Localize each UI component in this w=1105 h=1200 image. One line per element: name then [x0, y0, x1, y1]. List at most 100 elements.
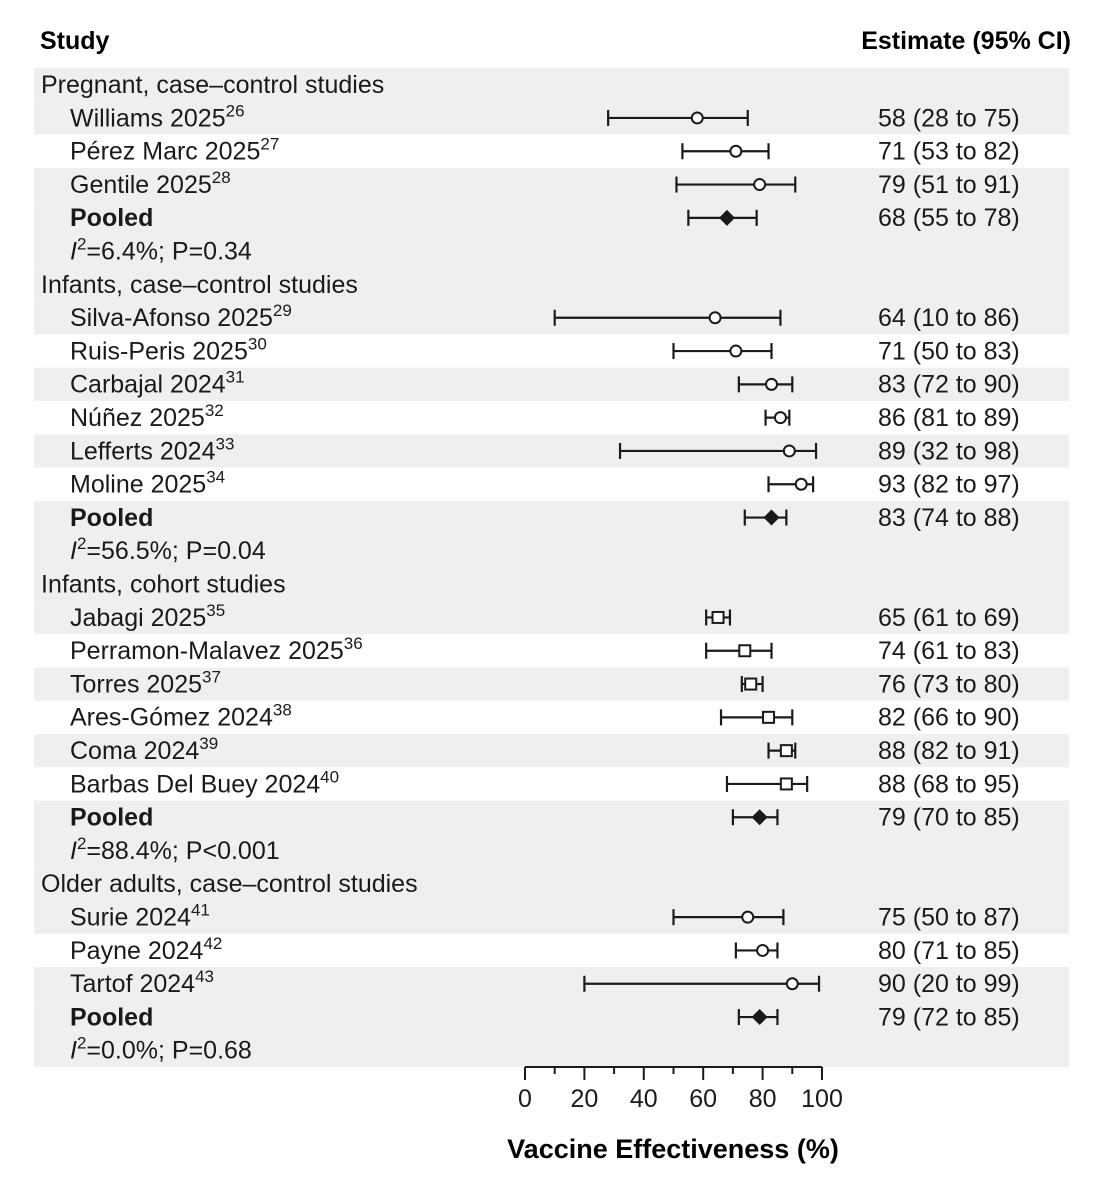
point-estimate-circle: [690, 111, 704, 125]
study-reference: 26: [226, 101, 245, 120]
study-author: Torres 2025: [70, 670, 202, 698]
estimate-text: 71 (50 to 83): [878, 337, 1020, 365]
row-band: [34, 68, 1069, 102]
point-estimate-circle: [773, 411, 787, 425]
ci-line: [725, 775, 809, 792]
point-estimate-circle: [708, 311, 722, 325]
estimate-text: 88 (68 to 95): [878, 770, 1020, 798]
row-band: [34, 301, 1069, 335]
study-label: Tartof 202443: [70, 967, 214, 998]
estimate-text: 58 (28 to 75): [878, 104, 1020, 132]
row-bands: [34, 68, 1069, 1067]
estimate-text: 79 (51 to 91): [878, 171, 1020, 199]
study-label: Ruis-Peris 202530: [70, 334, 267, 365]
study-label: Surie 202441: [70, 901, 210, 932]
estimate-text: 76 (73 to 80): [878, 670, 1020, 698]
row-band: [34, 201, 1069, 268]
pooled-diamond: [751, 809, 768, 826]
estimate-column-header: Estimate (95% CI): [861, 27, 1071, 55]
group-title: Pregnant, case–control studies: [41, 71, 384, 99]
point-estimate-square: [744, 677, 758, 691]
study-reference: 36: [344, 634, 363, 653]
estimate-text: 93 (82 to 97): [878, 471, 1020, 499]
ci-line: [719, 709, 794, 726]
x-axis: 0 20 40 60 80 100: [518, 1066, 843, 1113]
ci-line: [675, 176, 797, 193]
study-author: Tartof 2024: [70, 970, 195, 998]
group-title: Infants, case–control studies: [41, 271, 358, 299]
study-author: Silva-Afonso 2025: [70, 304, 273, 332]
row-band: [34, 800, 1069, 868]
estimate-text: 90 (20 to 99): [878, 970, 1020, 998]
study-label: Perramon-Malavez 202536: [70, 634, 363, 665]
study-label: Torres 202537: [70, 667, 221, 698]
point-estimate-circle: [765, 377, 779, 391]
point-estimate-circle: [794, 477, 808, 491]
ci-line: [681, 143, 770, 160]
point-estimate-square: [779, 744, 793, 758]
point-estimate-square: [738, 644, 752, 658]
study-reference: 37: [202, 667, 221, 686]
point-estimate-circle: [729, 344, 743, 358]
estimate-text: 80 (71 to 85): [878, 937, 1020, 965]
study-label: Silva-Afonso 202529: [70, 301, 292, 332]
x-tick-label: 80: [749, 1085, 777, 1113]
pooled-estimate-text: 83 (74 to 88): [878, 504, 1020, 532]
study-author: Payne 2024: [70, 937, 204, 965]
row-band: [34, 967, 1069, 1001]
pooled-label: Pooled: [70, 204, 153, 232]
study-author: Lefferts 2024: [70, 437, 216, 465]
point-estimate-circle: [756, 943, 770, 957]
row-band: [34, 101, 1069, 135]
pooled-diamond: [751, 1009, 768, 1026]
estimate-text: 71 (53 to 82): [878, 138, 1020, 166]
estimate-text: 86 (81 to 89): [878, 404, 1020, 432]
pooled-estimate-text: 79 (72 to 85): [878, 1003, 1020, 1031]
point-estimate-square: [711, 610, 725, 624]
study-label: Ares-Gómez 202438: [70, 701, 292, 732]
study-author: Perramon-Malavez 2025: [70, 637, 344, 665]
x-tick-label: 60: [689, 1085, 717, 1113]
pooled-label: Pooled: [70, 1003, 153, 1031]
ci-line: [553, 309, 782, 326]
estimate-text: 65 (61 to 69): [878, 604, 1020, 632]
heterogeneity-stat: I2=56.5%; P=0.04: [70, 534, 266, 565]
study-label: Coma 202439: [70, 734, 218, 765]
row-band: [34, 734, 1069, 768]
row-band: [34, 667, 1069, 701]
group-title: Infants, cohort studies: [41, 571, 286, 599]
estimate-text: 89 (32 to 98): [878, 437, 1020, 465]
study-author: Williams 2025: [70, 104, 226, 132]
ci-line: [607, 109, 749, 126]
point-estimate-square: [779, 777, 793, 791]
study-reference: 31: [226, 368, 245, 387]
pooled-estimate-text: 68 (55 to 78): [878, 204, 1020, 232]
row-band: [34, 600, 1069, 635]
study-reference: 42: [203, 934, 222, 953]
study-label: Gentile 202528: [70, 168, 231, 199]
estimate-text: 82 (66 to 90): [878, 704, 1020, 732]
study-label: Lefferts 202433: [70, 434, 234, 465]
pooled-diamond: [718, 209, 735, 226]
study-column-header: Study: [40, 27, 110, 55]
study-author: Ares-Gómez 2024: [70, 704, 273, 732]
study-reference: 39: [199, 734, 218, 753]
study-label: Jabagi 202535: [70, 601, 225, 632]
x-tick-label: 40: [630, 1085, 658, 1113]
row-band: [34, 867, 1069, 901]
forest-rows: Pregnant, case–control studies Williams 2…: [41, 71, 1020, 1065]
study-author: Jabagi 2025: [70, 604, 206, 632]
heterogeneity-stat: I2=0.0%; P=0.68: [70, 1034, 252, 1065]
study-reference: 34: [206, 468, 225, 487]
row-band: [34, 567, 1069, 601]
study-reference: 32: [205, 401, 224, 420]
x-axis-title: Vaccine Effectiveness (%): [507, 1134, 839, 1164]
heterogeneity-stat: I2=88.4%; P<0.001: [70, 834, 280, 865]
row-band: [34, 367, 1069, 401]
study-author: Barbas Del Buey 2024: [70, 770, 320, 798]
point-estimate-circle: [741, 910, 755, 924]
ci-line: [583, 975, 821, 992]
point-estimate-circle: [785, 977, 799, 991]
pooled-estimate-text: 79 (70 to 85): [878, 804, 1020, 832]
